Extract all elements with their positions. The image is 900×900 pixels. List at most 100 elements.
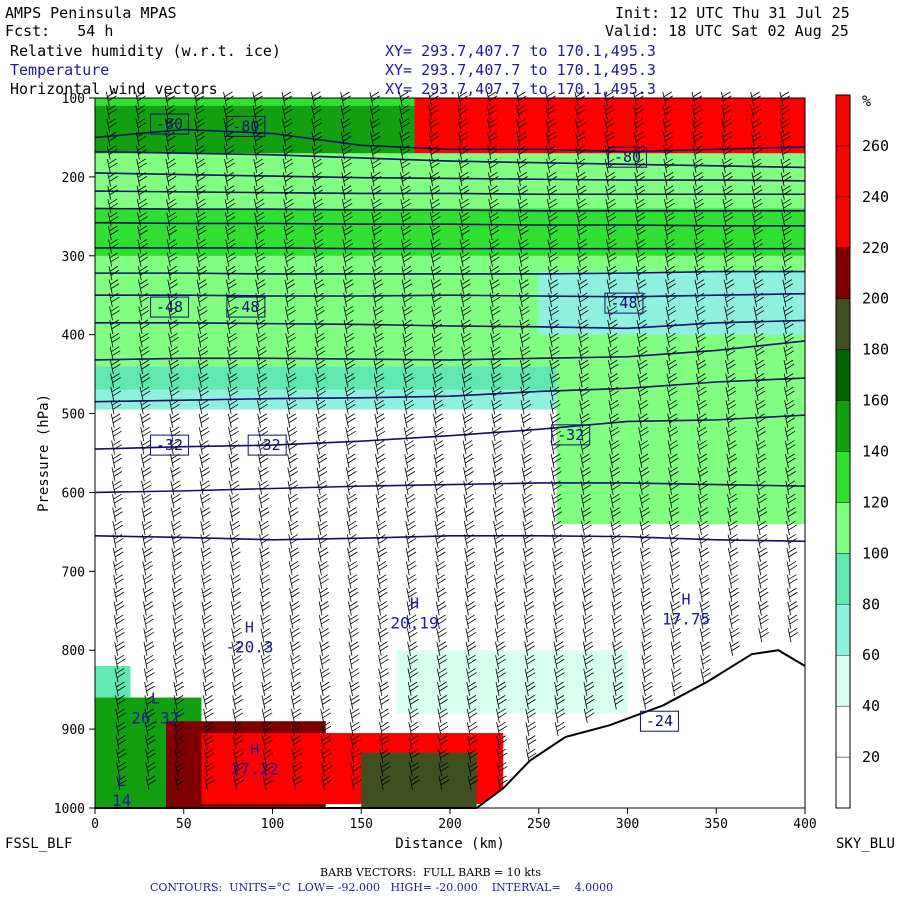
- temperature-contour--28: [94, 482, 806, 494]
- extremum-value: 26.32: [131, 708, 179, 727]
- colorbar-tick-label: 80: [862, 595, 880, 613]
- temperature-contour--72: [94, 172, 806, 182]
- wind-barb-column: [603, 91, 624, 710]
- wind-barbs: [105, 91, 799, 790]
- colorbar-swatch: [835, 349, 851, 401]
- contour-label-box: [551, 424, 591, 446]
- contour-label: -80: [232, 117, 259, 135]
- wind-barb-column: [779, 91, 799, 643]
- colorbar-swatch: [835, 451, 851, 503]
- extremum-value: -20.3: [225, 637, 273, 656]
- temperature-contour--64: [94, 207, 805, 212]
- field-label-rh: Relative humidity (w.r.t. ice): [10, 42, 281, 60]
- wind-barb-column: [310, 91, 332, 790]
- colorbar-tick-label: 100: [862, 544, 889, 562]
- contour-units: UNITS=°C: [229, 881, 291, 894]
- wind-barb-column: [574, 91, 595, 723]
- wind-barb-column: [486, 91, 508, 790]
- x-tick-label: 100: [261, 817, 284, 832]
- wind-barb-column: [164, 91, 186, 790]
- y-tick-label: 300: [62, 250, 85, 265]
- extremum-marker: H: [682, 591, 691, 609]
- temperature-contour--60: [94, 221, 805, 227]
- field-xy-temperature: XY= 293.7,407.7 to 170.1,495.3: [385, 61, 656, 79]
- field-xy-rh: XY= 293.7,407.7 to 170.1,495.3: [385, 42, 656, 60]
- contour-label: -32: [156, 436, 183, 454]
- colorbar-tick-label: 240: [862, 188, 889, 206]
- colorbar-swatch: [835, 655, 851, 707]
- contour-label-box: [150, 113, 190, 135]
- colorbar-unit: %: [862, 92, 871, 110]
- contour-label-box: [150, 296, 190, 318]
- barb-note: BARB VECTORS: FULL BARB = 10 kts: [320, 866, 541, 879]
- colorbar-swatch: [835, 553, 851, 605]
- y-tick-label: 200: [62, 171, 85, 186]
- wind-barb-column: [340, 91, 362, 790]
- colorbar-tick-label: 180: [862, 341, 889, 359]
- contour-label-box: [226, 115, 266, 137]
- wind-barb-column: [662, 91, 682, 697]
- rh-shading-band-8: [556, 366, 805, 524]
- colorbar-swatch: [835, 756, 851, 809]
- temperature-contour--24: [94, 535, 806, 543]
- contour-label: -48: [156, 298, 183, 316]
- x-tick-label: 150: [350, 817, 373, 832]
- wind-barb-column: [135, 91, 157, 790]
- extremum-marker: L: [151, 689, 160, 707]
- colorbar-swatch: [835, 196, 851, 248]
- colorbar-tick-label: 120: [862, 493, 889, 511]
- model-title: AMPS Peninsula MPAS: [5, 4, 177, 22]
- y-tick-label: 900: [62, 723, 85, 738]
- wind-barb-column: [457, 91, 479, 790]
- field-label-temperature: Temperature: [10, 61, 110, 79]
- x-tick-label: 50: [176, 817, 192, 832]
- contour-label-box: [604, 292, 644, 314]
- y-tick-label: 1000: [54, 802, 85, 817]
- colorbar-tick-label: 220: [862, 239, 889, 257]
- wind-barb-column: [720, 91, 740, 656]
- wind-barb-column: [750, 91, 770, 643]
- contour-label-box: [639, 710, 679, 732]
- temperature-contour--68: [94, 190, 805, 196]
- contour-label: -80: [156, 115, 183, 133]
- colorbar-tick-label: 260: [862, 137, 889, 155]
- extremum-marker: H: [410, 595, 419, 613]
- x-tick-label: 0: [91, 817, 99, 832]
- temperature-contour--44: [95, 319, 806, 330]
- x-axis-label: Distance (km): [395, 836, 505, 852]
- contour-label-box: [150, 434, 190, 456]
- contour-label: -80: [614, 148, 641, 166]
- x-tick-label: 300: [616, 817, 639, 832]
- contour-high: HIGH= -20.000: [390, 881, 478, 894]
- temperature-contour--76: [94, 150, 806, 169]
- extremum-value: 14: [112, 791, 131, 810]
- extremum-marker: H: [250, 741, 259, 759]
- contour-label-box: [608, 146, 647, 168]
- colorbar-tick-label: 200: [862, 290, 889, 308]
- contours-label: CONTOURS:: [150, 881, 223, 894]
- contour-label: -48: [232, 298, 259, 316]
- temperature-contour--52: [95, 270, 805, 275]
- y-tick-label: 500: [62, 408, 85, 423]
- y-axis-label: Pressure (hPa): [36, 394, 52, 512]
- contour-label-box: [226, 296, 266, 318]
- wind-barb-column: [545, 91, 566, 737]
- colorbar-swatch: [835, 705, 851, 758]
- colorbar-tick-label: 20: [862, 748, 880, 766]
- temperature-contour--80: [94, 128, 806, 153]
- wind-barb-column: [193, 91, 215, 790]
- colorbar-swatch: [835, 400, 851, 452]
- colorbar-swatch: [835, 247, 851, 299]
- field-label-wind: Horizontal wind vectors: [10, 80, 218, 98]
- y-tick-label: 700: [62, 565, 85, 580]
- terrain-mask: [95, 650, 805, 808]
- contour-info: CONTOURS: UNITS=°C LOW= -92.000 HIGH= -2…: [150, 881, 613, 894]
- wind-barb-column: [515, 91, 537, 764]
- contour-label: -24: [646, 712, 673, 730]
- colorbar-swatch: [835, 145, 851, 198]
- colorbar-swatch: [835, 502, 851, 554]
- extremum-marker: L: [117, 772, 126, 790]
- contour-label: -32: [557, 426, 584, 444]
- temperature-contour--40: [94, 340, 806, 361]
- x-tick-label: 200: [438, 817, 461, 832]
